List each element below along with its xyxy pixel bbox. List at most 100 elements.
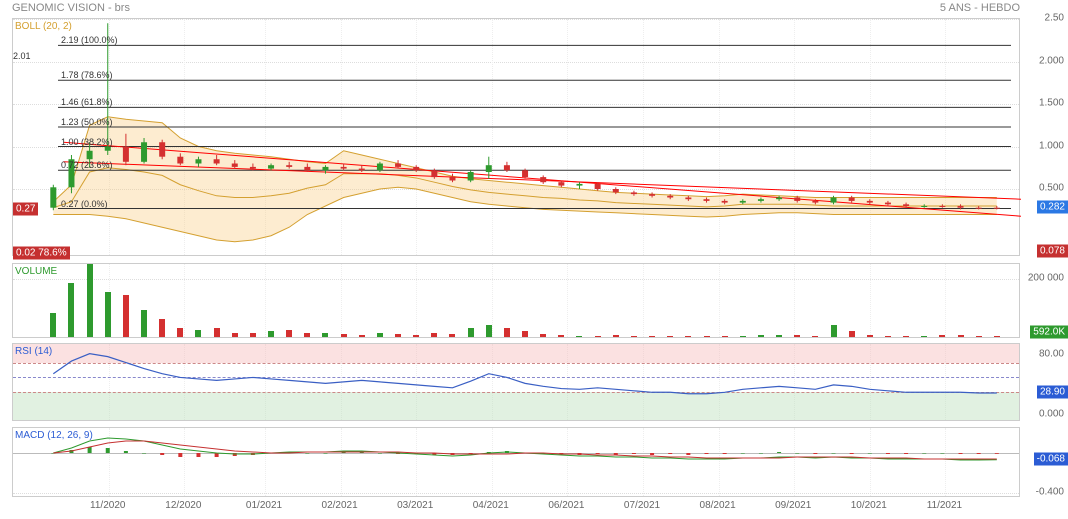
candle: [540, 177, 546, 182]
trend-line: [63, 162, 1021, 199]
price-panel[interactable]: BOLL (20, 2) 2.19 (100.0%) 1.78 (78.6%) 1.4…: [12, 18, 1020, 256]
volume-bar: [758, 335, 764, 337]
candle: [87, 151, 93, 160]
left-price-tag: 0.27: [13, 202, 38, 215]
fib-level-label: 1.00 (38.2%): [61, 137, 113, 147]
candle: [740, 201, 746, 203]
candle: [377, 164, 383, 171]
bollinger-label: BOLL (20, 2): [15, 21, 72, 32]
candle: [322, 167, 328, 170]
candle: [232, 164, 238, 167]
volume-bar: [431, 333, 437, 337]
symbol-title: GENOMIC VISION - brs: [12, 2, 130, 14]
rsi-line: [53, 354, 996, 394]
candle: [994, 208, 1000, 209]
volume-bar: [341, 334, 347, 337]
rsi-label: RSI (14): [15, 346, 52, 357]
timeframe-label: 5 ANS - HEBDO: [940, 2, 1020, 14]
volume-panel[interactable]: VOLUME: [12, 263, 1020, 338]
candle: [395, 164, 401, 167]
volume-bar: [976, 336, 982, 338]
x-tick: 11/2021: [927, 500, 962, 511]
volume-bar: [812, 336, 818, 338]
x-tick: 12/2020: [165, 500, 201, 511]
candle: [631, 192, 637, 194]
candle: [359, 169, 365, 171]
bollinger-cloud: [53, 117, 996, 242]
y-tick: 1.500: [1039, 98, 1064, 109]
x-tick: 03/2021: [397, 500, 433, 511]
y-tick: 0.500: [1039, 183, 1064, 194]
y-tick: 80.00: [1039, 349, 1064, 360]
candle: [123, 147, 129, 162]
x-tick: 01/2021: [246, 500, 282, 511]
volume-bar: [631, 336, 637, 338]
x-tick: 04/2021: [473, 500, 509, 511]
fib-level-label: 2.19 (100.0%): [61, 35, 118, 45]
volume-bar: [649, 336, 655, 338]
candle: [468, 172, 474, 181]
volume-bar: [576, 336, 582, 338]
volume-bar: [286, 330, 292, 338]
x-axis: 11/2020 12/2020 01/2021 02/2021 03/2021 04/20…: [12, 500, 1020, 518]
trend-line: [63, 142, 1021, 216]
candle: [903, 204, 909, 206]
volume-bar: [268, 331, 274, 337]
volume-bar: [685, 336, 691, 337]
fib-level-label: 1.78 (78.6%): [61, 70, 113, 80]
x-tick: 08/2021: [700, 500, 736, 511]
volume-bar: [141, 310, 147, 337]
volume-bar: [177, 328, 183, 337]
volume-bar: [123, 295, 129, 337]
volume-bar: [921, 336, 927, 337]
volume-bar: [794, 335, 800, 337]
volume-bar: [522, 331, 528, 337]
volume-bar: [849, 331, 855, 337]
y-tick: 200 000: [1028, 273, 1064, 284]
fib-level-label: 1.46 (61.8%): [61, 97, 113, 107]
candle: [849, 198, 855, 201]
candle: [250, 167, 256, 169]
rsi-tag: 28.90: [1037, 386, 1068, 399]
volume-bar: [87, 264, 93, 338]
x-tick: 02/2021: [322, 500, 358, 511]
chart-header: GENOMIC VISION - brs 5 ANS - HEBDO: [0, 2, 1068, 18]
x-tick: 11/2020: [90, 500, 125, 511]
volume-bar: [322, 333, 328, 337]
candle: [141, 142, 147, 162]
x-tick: 09/2021: [775, 500, 811, 511]
macd-y-axis: -0.400-0.068: [1024, 427, 1068, 497]
fib-level-label: 0.72 (23.6%): [61, 160, 113, 170]
volume-bar: [395, 334, 401, 337]
candle: [50, 187, 56, 207]
volume-bar: [377, 333, 383, 338]
volume-bar: [359, 335, 365, 337]
candle: [558, 182, 564, 185]
fib-level-label: 1.23 (50.0%): [61, 117, 113, 127]
volume-bar: [613, 335, 619, 337]
volume-bar: [903, 336, 909, 338]
y-tick: 2.000: [1039, 55, 1064, 66]
candle: [449, 177, 455, 180]
candle: [667, 196, 673, 198]
y-tick: 1.000: [1039, 140, 1064, 151]
volume-bar: [486, 325, 492, 337]
rsi-y-axis: 80.000.00028.90: [1024, 343, 1068, 421]
volume-bar: [214, 328, 220, 337]
volume-bar: [740, 336, 746, 338]
candle: [958, 206, 964, 208]
candle: [177, 157, 183, 164]
volume-bar: [50, 313, 56, 337]
volume-bar: [540, 334, 546, 337]
volume-bar: [831, 325, 837, 337]
price-y-axis: 2.502.0001.5001.0000.5000.2820.078: [1024, 18, 1068, 256]
volume-tag: 592.0K: [1030, 326, 1068, 339]
macd-panel[interactable]: MACD (12, 26, 9): [12, 427, 1020, 497]
fib-level-label: 0.27 (0.0%): [61, 199, 108, 209]
volume-bar: [250, 333, 256, 337]
candle: [576, 184, 582, 186]
candle: [214, 159, 220, 163]
rsi-panel[interactable]: RSI (14): [12, 343, 1020, 421]
candle: [522, 170, 528, 177]
y-tick: -0.400: [1036, 487, 1064, 498]
